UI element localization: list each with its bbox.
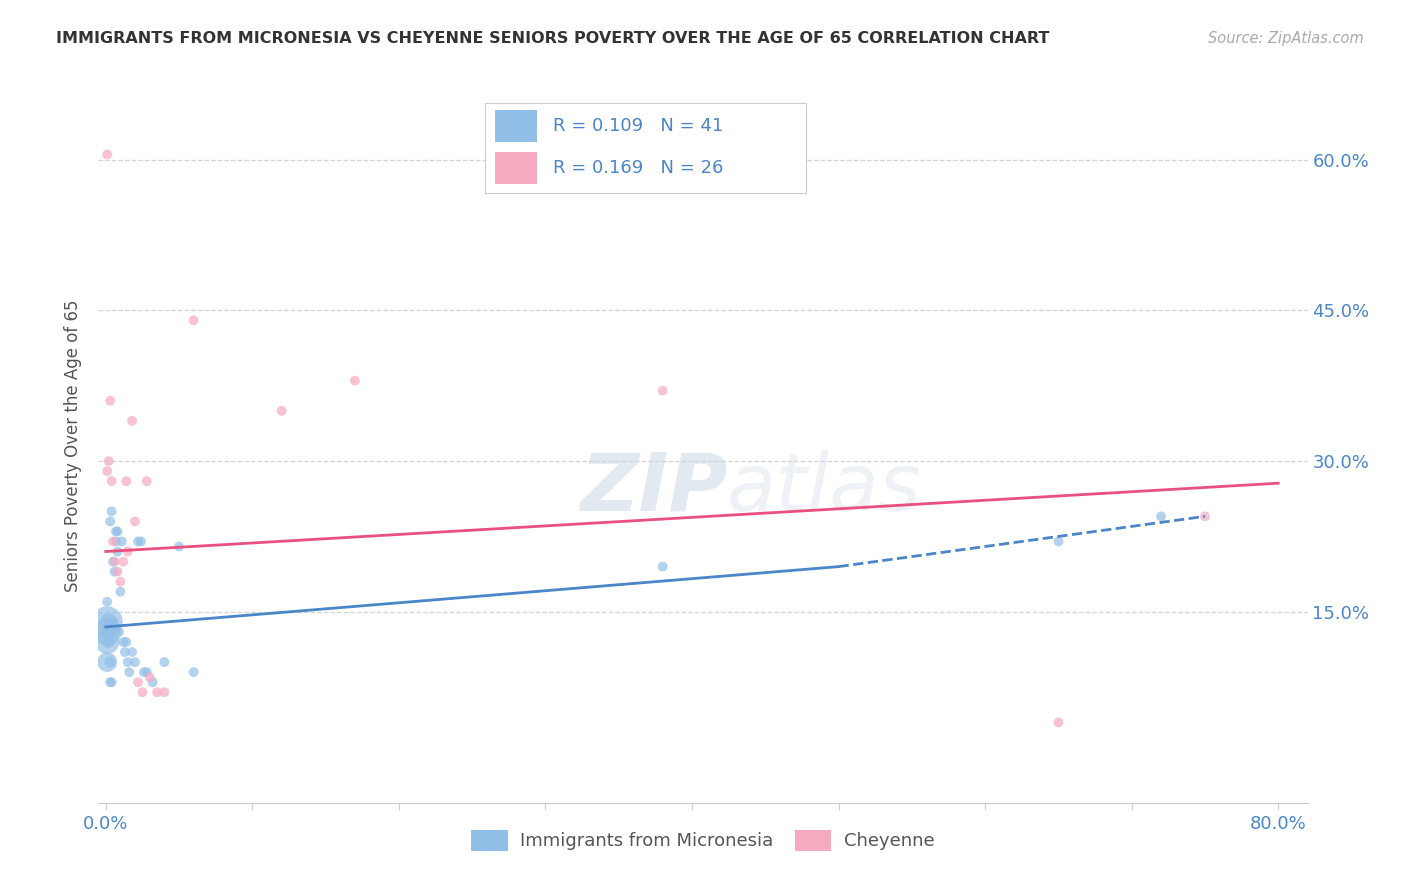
Point [129,534,152,549]
Point [153,685,176,699]
Point [98,675,121,690]
Point [117,655,139,669]
Point [107,524,129,539]
Point [270,404,292,418]
Point [110,574,132,589]
Point [124,655,146,669]
Point [101,534,124,549]
Point [112,555,135,569]
Point [127,675,149,690]
Point [107,544,129,558]
Point [100,474,122,488]
Point [146,685,169,699]
Point [96,147,118,161]
Point [110,584,132,599]
Point [97,635,120,649]
Point [1047,534,1070,549]
Legend: Immigrants from Micronesia, Cheyenne: Immigrants from Micronesia, Cheyenne [464,822,942,858]
Point [98,655,121,669]
Point [96,655,118,669]
Point [651,384,673,398]
Point [98,393,121,408]
Point [118,665,141,680]
Point [651,559,673,574]
Point [135,474,157,488]
Point [96,635,118,649]
Point [103,555,125,569]
Point [138,670,160,684]
Point [97,615,120,629]
Text: Source: ZipAtlas.com: Source: ZipAtlas.com [1208,31,1364,46]
Point [343,374,366,388]
Point [100,504,122,518]
Point [153,655,176,669]
Point [121,414,143,428]
Point [103,565,125,579]
Text: atlas: atlas [727,450,922,528]
Point [183,665,205,680]
Text: IMMIGRANTS FROM MICRONESIA VS CHEYENNE SENIORS POVERTY OVER THE AGE OF 65 CORREL: IMMIGRANTS FROM MICRONESIA VS CHEYENNE S… [56,31,1050,46]
Point [105,534,128,549]
Point [121,645,143,659]
Point [1194,509,1216,524]
Point [127,534,149,549]
Point [114,645,136,659]
Point [1150,509,1173,524]
Point [111,534,134,549]
Point [97,624,120,639]
Point [96,464,118,478]
Point [167,540,190,554]
Y-axis label: Seniors Poverty Over the Age of 65: Seniors Poverty Over the Age of 65 [65,300,83,592]
Point [115,635,138,649]
Point [142,675,165,690]
Point [112,635,135,649]
Point [131,685,153,699]
Point [96,595,118,609]
Point [96,624,118,639]
Point [100,675,122,690]
Point [108,624,131,639]
Point [101,555,124,569]
Point [96,615,118,629]
Point [115,474,138,488]
Text: ZIP: ZIP [579,450,727,528]
Point [1047,715,1070,730]
Point [98,515,121,529]
Point [105,524,128,539]
Point [117,544,139,558]
Point [135,665,157,680]
Point [107,565,129,579]
Point [124,515,146,529]
Point [183,313,205,327]
Point [97,454,120,468]
Point [132,665,155,680]
Point [101,615,124,629]
